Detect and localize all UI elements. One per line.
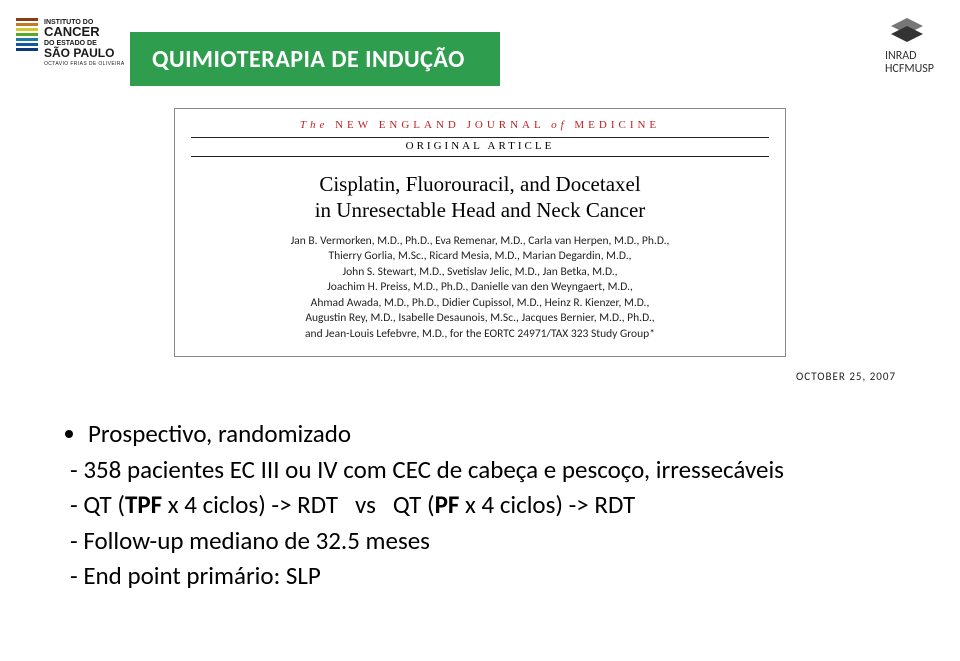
right-logo: INRAD HCFMUSP — [885, 14, 934, 76]
bullet-sub-2: QT (TPF x 4 ciclos) -> RDT vs QT (PF x 4… — [70, 487, 784, 523]
svg-text:SÃO PAULO: SÃO PAULO — [44, 45, 114, 60]
bullet-main: Prospectivo, randomizado — [88, 416, 784, 452]
bullets: Prospectivo, randomizado 358 pacientes E… — [66, 416, 784, 594]
paper-clipping: The NEW ENGLAND JOURNAL of MEDICINE ORIG… — [174, 108, 786, 357]
svg-text:OCTAVIO FRIAS DE OLIVEIRA: OCTAVIO FRIAS DE OLIVEIRA — [44, 61, 124, 67]
journal-name: The NEW ENGLAND JOURNAL of MEDICINE — [191, 119, 769, 131]
bullet-sub-4: End point primário: SLP — [70, 558, 784, 594]
article-type: ORIGINAL ARTICLE — [191, 140, 769, 152]
institute-logo: INSTITUTO DO CANCER DO ESTADO DE SÃO PAU… — [14, 14, 124, 72]
bullet-sub-1: 358 pacientes EC III ou IV com CEC de ca… — [70, 452, 784, 488]
right-logo-line2: HCFMUSP — [885, 63, 934, 76]
title-bar: QUIMIOTERAPIA DE INDUÇÃO — [130, 32, 500, 86]
bullet-sub-3: Follow-up mediano de 32.5 meses — [70, 523, 784, 559]
svg-text:CANCER: CANCER — [44, 24, 100, 39]
paper-title: Cisplatin, Fluorouracil, and Docetaxel i… — [191, 171, 769, 224]
slide-title: QUIMIOTERAPIA DE INDUÇÃO — [152, 45, 465, 74]
paper-date: OCTOBER 25, 2007 — [796, 370, 896, 383]
paper-authors: Jan B. Vermorken, M.D., Ph.D., Eva Remen… — [191, 234, 769, 343]
